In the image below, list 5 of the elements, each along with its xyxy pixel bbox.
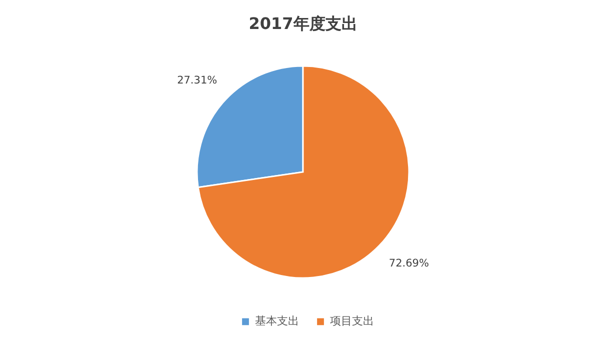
data-label: 27.31% xyxy=(177,74,218,86)
chart-title: 2017年度支出 xyxy=(248,14,358,33)
legend-label: 基本支出 xyxy=(255,314,299,328)
data-label: 72.69% xyxy=(388,258,429,270)
legend-label: 项目支出 xyxy=(330,314,374,328)
